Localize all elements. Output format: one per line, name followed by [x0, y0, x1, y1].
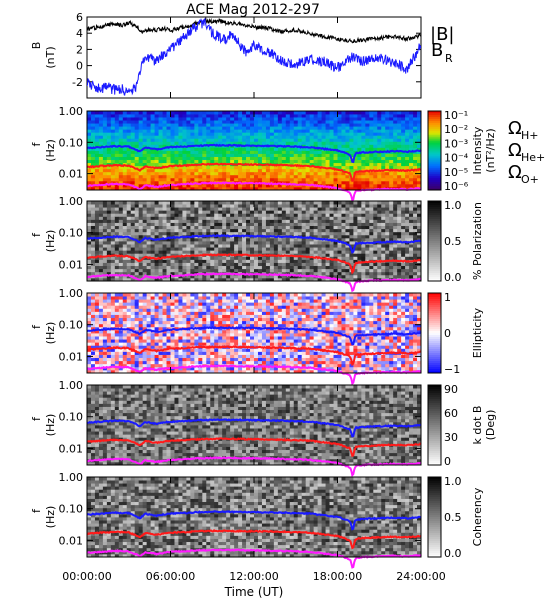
- panel-3-ytick-label: 0.01: [59, 258, 84, 271]
- panel-4-ytick-label: 0.10: [59, 319, 84, 332]
- colorbar-2-tick: 10⁻²: [444, 123, 468, 136]
- legend-omega-sub: O+: [521, 173, 539, 186]
- panel-6-gyro-line-he-plus: [86, 529, 422, 550]
- colorbar-3-tick: 0.5: [444, 235, 462, 248]
- panel-2-yunit: (Hz): [44, 139, 57, 162]
- colorbar-4-tick: 1: [444, 291, 451, 304]
- panel-3-ylabel: f: [30, 232, 43, 237]
- panel-1-ytick-label: 6: [76, 11, 83, 24]
- legend-omega-o-plus: Ω: [508, 162, 522, 183]
- colorbar-6: [428, 477, 441, 558]
- panel-1-ytick-label: 4: [76, 27, 83, 40]
- colorbar-6-tick: 1.0: [444, 475, 462, 488]
- panel-2-ytick-label: 1.00: [59, 105, 84, 118]
- colorbar-4-tick: 0: [444, 327, 451, 340]
- colorbar-5-frame: [427, 384, 442, 466]
- panel-3-yunit: (Hz): [44, 230, 57, 253]
- xtick-label: 00:00:00: [62, 570, 111, 583]
- colorbar-3-tick: 0.0: [444, 271, 462, 284]
- xaxis-label: Time (UT): [224, 585, 284, 599]
- colorbar-5: [428, 385, 441, 466]
- legend-omega-sub: He+: [521, 151, 545, 164]
- colorbar-6-label: Coherency: [471, 487, 484, 546]
- panel-2-ytick-label: 0.01: [59, 168, 84, 181]
- xtick-label: 06:00:00: [146, 570, 195, 583]
- colorbar-6-tick: 0.0: [444, 547, 462, 560]
- panel-6-ytick-label: 0.01: [59, 534, 84, 547]
- xtick-label: 24:00:00: [396, 570, 445, 583]
- colorbar-5-tick: 60: [444, 407, 458, 420]
- panel-2-gyro-line-he-plus: [86, 162, 422, 183]
- legend-omega-sub: H+: [521, 129, 539, 142]
- colorbar-6-frame: [427, 476, 442, 558]
- colorbar-3-tick: 1.0: [444, 199, 462, 212]
- colorbar-2-tick: 10⁻⁴: [444, 152, 469, 165]
- panel-2-ytick-label: 0.10: [59, 136, 84, 149]
- panel-6-ytick-label: 1.00: [59, 471, 84, 484]
- colorbar-5-label: k dot B: [471, 406, 484, 445]
- xtick-label: 18:00:00: [313, 570, 362, 583]
- panel-6-ytick-label: 0.10: [59, 503, 84, 516]
- panel-4-ytick-label: 1.00: [59, 287, 84, 300]
- colorbar-6-tick: 0.5: [444, 511, 462, 524]
- panel-5-ytick-label: 0.10: [59, 411, 84, 424]
- panel-5-gyro-line-he-plus: [86, 437, 422, 458]
- panel-2-ylabel: f: [30, 141, 43, 146]
- panel-4-gyro-line-he-plus: [86, 345, 422, 367]
- colorbar-2-tick: 10⁻¹: [444, 109, 468, 122]
- panel-2-gyro-line-h-plus: [87, 143, 422, 164]
- colorbar-2-unit: (nT²/Hz): [484, 128, 497, 172]
- colorbar-4-tick: −1: [444, 363, 460, 376]
- panel-5-ytick-label: 0.01: [59, 442, 84, 455]
- panel-1-frame: [86, 16, 422, 99]
- xtick-label: 12:00:00: [229, 570, 278, 583]
- colorbar-2-label: Intensity: [471, 126, 484, 174]
- colorbar-2-tick: 10⁻³: [444, 137, 468, 150]
- colorbar-3-label: % Polarization: [471, 202, 484, 280]
- legend-omega-he-plus: Ω: [508, 140, 522, 161]
- panel-1-yunit: (nT): [44, 46, 57, 68]
- panel-4-ylabel: f: [30, 324, 43, 329]
- legend-b-r: B: [431, 40, 443, 61]
- panel-6-gyro-line-h-plus: [86, 510, 422, 531]
- panel-4-gyro-line-h-plus: [86, 325, 422, 346]
- chart-title: ACE Mag 2012-297: [186, 2, 320, 18]
- panel-1-ytick-label: 0: [76, 60, 83, 73]
- panel-5-gyro-line-h-plus: [86, 418, 422, 438]
- panel-5-ytick-label: 1.00: [59, 379, 84, 392]
- panel-3-ytick-label: 1.00: [59, 195, 84, 208]
- legend-b-total: |B|: [430, 24, 454, 45]
- panel-1-ylabel: B: [30, 42, 43, 50]
- colorbar-2-tick: 10⁻⁵: [444, 166, 468, 179]
- legend-b-r-sub: R: [445, 52, 453, 65]
- colorbar-2: [428, 111, 441, 191]
- panel-6-ylabel: f: [30, 508, 43, 513]
- legend-omega-h-plus: Ω: [508, 118, 522, 139]
- colorbar-5-unit: (Deg): [484, 410, 497, 441]
- colorbar-2-tick: 10⁻⁶: [444, 180, 469, 193]
- panel-4-ytick-label: 0.01: [59, 350, 84, 363]
- panel-1-ytick-label: 2: [76, 43, 83, 56]
- series-line-b-total: [87, 17, 421, 44]
- panel-5-ylabel: f: [30, 416, 43, 421]
- colorbar-5-tick: 30: [444, 431, 458, 444]
- panel-3-gyro-line-he-plus: [86, 253, 422, 275]
- colorbar-4-frame: [427, 292, 442, 374]
- colorbar-5-tick: 90: [444, 383, 458, 396]
- colorbar-4: [428, 293, 441, 374]
- colorbar-4-label: Ellipticity: [471, 307, 484, 358]
- panel-3-gyro-line-h-plus: [86, 234, 422, 254]
- panel-5-yunit: (Hz): [44, 414, 57, 437]
- colorbar-3-frame: [427, 200, 442, 282]
- colorbar-2-frame: [427, 110, 442, 191]
- colorbar-3: [428, 201, 441, 282]
- colorbar-5-tick: 0: [444, 455, 451, 468]
- spectrogram-2: [87, 201, 422, 282]
- series-line-b-r: [87, 17, 421, 96]
- panel-3-ytick-label: 0.10: [59, 227, 84, 240]
- panel-6-yunit: (Hz): [44, 506, 57, 529]
- panel-1-ytick-label: -2: [72, 76, 83, 89]
- panel-4-yunit: (Hz): [44, 322, 57, 345]
